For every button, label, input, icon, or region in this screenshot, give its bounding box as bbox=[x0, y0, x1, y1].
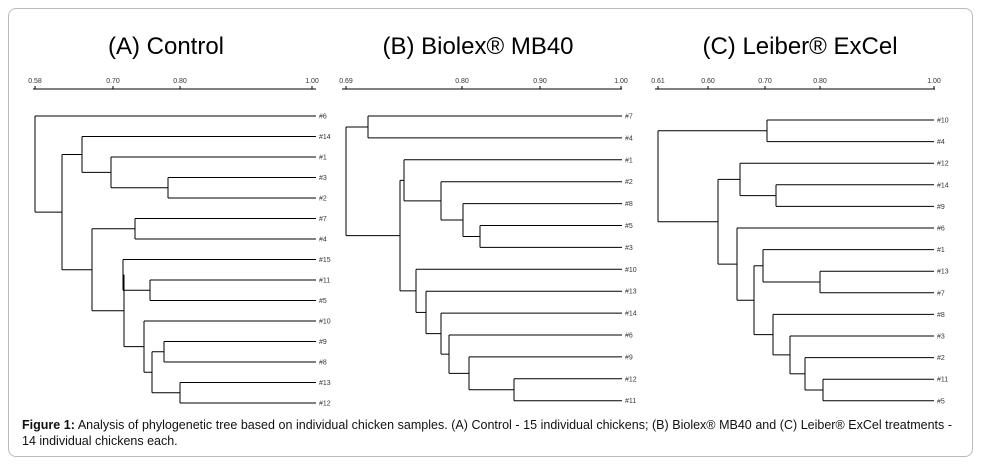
leaf-label: #9 bbox=[625, 354, 633, 361]
leaf-label: #15 bbox=[319, 257, 331, 264]
scale-label: 1.00 bbox=[614, 78, 628, 85]
leaf-label: #13 bbox=[937, 269, 949, 276]
leaf-label: #11 bbox=[319, 278, 330, 285]
leaf-label: #14 bbox=[319, 134, 331, 141]
panel-title: (B) Biolex® MB40 bbox=[382, 33, 573, 60]
scale-label: 0.70 bbox=[758, 78, 772, 85]
leaf-label: #12 bbox=[937, 161, 949, 168]
scale-label: 1.00 bbox=[927, 78, 941, 85]
leaf-label: #7 bbox=[625, 114, 633, 121]
leaf-label: #10 bbox=[319, 319, 331, 326]
leaf-label: #12 bbox=[625, 376, 637, 383]
scale-label: 0.69 bbox=[339, 78, 353, 85]
scale-label: 0.58 bbox=[28, 78, 42, 85]
leaf-label: #6 bbox=[319, 114, 327, 121]
leaf-label: #5 bbox=[937, 398, 945, 405]
leaf-label: #9 bbox=[937, 204, 945, 211]
leaf-label: #4 bbox=[319, 237, 327, 244]
leaf-label: #12 bbox=[319, 401, 331, 408]
leaf-label: #1 bbox=[937, 247, 945, 254]
leaf-label: #11 bbox=[937, 377, 948, 384]
leaf-label: #10 bbox=[937, 118, 949, 125]
leaf-label: #1 bbox=[319, 155, 327, 162]
leaf-label: #8 bbox=[319, 360, 327, 367]
leaf-label: #3 bbox=[625, 245, 633, 252]
scale-label: 0.80 bbox=[173, 78, 187, 85]
leaf-label: #6 bbox=[625, 333, 633, 340]
panel-title: (A) Control bbox=[108, 33, 224, 60]
caption-text: Analysis of phylogenetic tree based on i… bbox=[22, 418, 952, 448]
figure-frame bbox=[8, 8, 973, 457]
scale-label: 0.80 bbox=[455, 78, 469, 85]
leaf-label: #13 bbox=[625, 289, 637, 296]
caption-label: Figure 1: bbox=[22, 418, 75, 432]
scale-label: 1.00 bbox=[305, 78, 319, 85]
leaf-label: #2 bbox=[625, 179, 633, 186]
scale-label: 0.70 bbox=[106, 78, 120, 85]
caption: Figure 1: Analysis of phylogenetic tree … bbox=[22, 417, 952, 449]
leaf-label: #11 bbox=[625, 398, 636, 405]
leaf-label: #10 bbox=[625, 267, 637, 274]
scale-label: 0.80 bbox=[813, 78, 827, 85]
leaf-label: #14 bbox=[625, 311, 637, 318]
leaf-label: #3 bbox=[937, 334, 945, 341]
leaf-label: #8 bbox=[937, 312, 945, 319]
leaf-label: #5 bbox=[625, 223, 633, 230]
leaf-label: #5 bbox=[319, 298, 327, 305]
leaf-label: #4 bbox=[937, 139, 945, 146]
leaf-label: #7 bbox=[319, 216, 327, 223]
leaf-label: #2 bbox=[319, 196, 327, 203]
leaf-label: #13 bbox=[319, 380, 331, 387]
scale-label: 0.61 bbox=[651, 78, 665, 85]
leaf-label: #7 bbox=[937, 290, 945, 297]
leaf-label: #4 bbox=[625, 135, 633, 142]
leaf-label: #2 bbox=[937, 355, 945, 362]
leaf-label: #8 bbox=[625, 201, 633, 208]
panel-title: (C) Leiber® ExCel bbox=[702, 33, 897, 60]
leaf-label: #9 bbox=[319, 339, 327, 346]
leaf-label: #1 bbox=[625, 157, 633, 164]
scale-label: 0.60 bbox=[701, 78, 715, 85]
leaf-label: #14 bbox=[937, 182, 949, 189]
leaf-label: #6 bbox=[937, 226, 945, 233]
leaf-label: #3 bbox=[319, 175, 327, 182]
scale-label: 0.90 bbox=[533, 78, 547, 85]
